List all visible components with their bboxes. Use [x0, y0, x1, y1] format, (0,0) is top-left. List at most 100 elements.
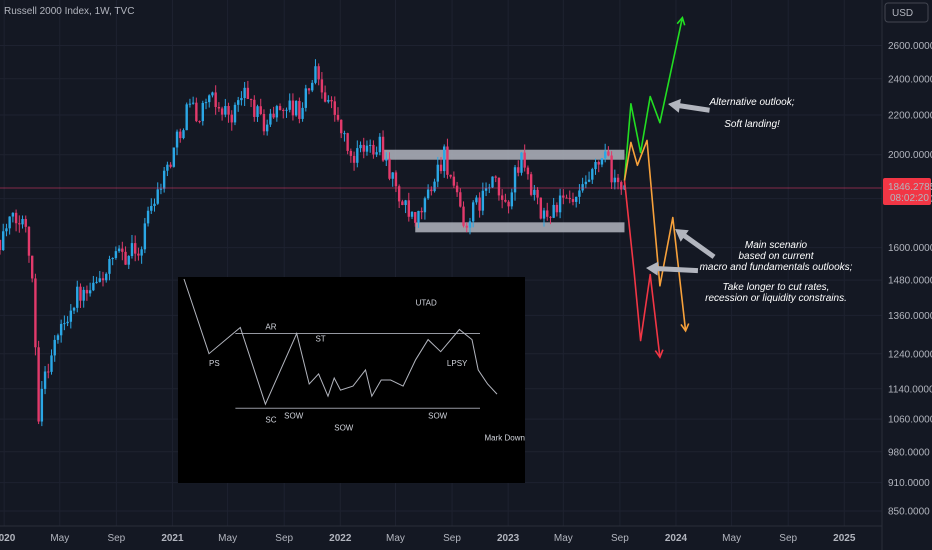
candle-body	[27, 226, 31, 256]
candle-body	[237, 100, 240, 105]
x-tick-label: May	[50, 533, 69, 544]
inset-price-path	[183, 278, 498, 406]
candle-body	[542, 210, 546, 219]
candle-body	[182, 130, 185, 139]
candle-body	[491, 176, 494, 188]
candle-body	[591, 169, 594, 180]
annotation-main-scenario: Main scenario	[745, 240, 808, 251]
candle-body	[85, 289, 89, 294]
last-price-badge	[883, 178, 931, 206]
wyckoff-label-st: ST	[315, 335, 325, 344]
candle-body	[330, 99, 333, 102]
annotation-cut-rates: Take longer to cut rates,	[723, 282, 830, 293]
candle-body	[66, 321, 69, 324]
upper-range-band	[383, 149, 625, 160]
candle-body	[133, 243, 137, 254]
y-tick-label: 2400.0000	[888, 74, 932, 85]
candle-body	[166, 164, 169, 171]
candle-body	[587, 179, 591, 182]
lower-range-band	[415, 222, 625, 233]
candle-body	[82, 289, 85, 301]
annotation-based-on-current: based on current	[738, 251, 814, 262]
candle-body	[385, 158, 388, 161]
candle-body	[208, 95, 211, 103]
candle-body	[311, 82, 314, 91]
candle-body	[578, 190, 581, 197]
x-axis-panel	[0, 526, 882, 550]
candle-body	[407, 200, 411, 217]
candle-body	[282, 109, 285, 111]
candle-body	[256, 106, 259, 117]
y-tick-label: 2600.0000	[888, 41, 932, 52]
x-tick-label: 2021	[161, 533, 184, 544]
annotations: Alternative outlook; Soft landing! Main sc…	[646, 97, 853, 304]
candle-body	[5, 228, 8, 232]
candle-body	[378, 136, 382, 153]
candle-body	[72, 307, 76, 311]
y-tick-label: 1600.0000	[888, 243, 932, 254]
candle-body	[8, 216, 11, 229]
candle-body	[121, 248, 124, 252]
currency-box	[884, 2, 929, 23]
candle-body	[265, 124, 269, 132]
x-tick-label: May	[218, 533, 237, 544]
candle-body	[391, 172, 394, 179]
candle-body	[433, 181, 436, 192]
candle-body	[404, 200, 407, 206]
candle-body	[307, 88, 311, 91]
y-tick-label: 1360.0000	[888, 311, 932, 322]
y-tick-label: 850.0000	[888, 507, 930, 518]
candle-body	[462, 206, 465, 226]
candle-body	[423, 198, 427, 213]
candle-body	[333, 101, 336, 115]
candle-body	[272, 113, 275, 118]
candle-body	[140, 249, 143, 256]
candle-body	[520, 152, 523, 173]
shaded-range-box	[383, 149, 625, 233]
candle-body	[504, 199, 507, 202]
candle-body	[375, 152, 378, 155]
candle-body	[111, 258, 114, 260]
candle-body	[368, 144, 372, 146]
annotation-soft-landing: Soft landing!	[724, 119, 780, 130]
candle-body	[410, 211, 414, 217]
candle-body	[475, 197, 478, 203]
candle-body	[478, 197, 481, 211]
candle-body	[217, 106, 221, 109]
candle-body	[507, 201, 510, 207]
candle-body	[568, 197, 571, 200]
candle-body	[372, 144, 375, 155]
candle-body	[613, 177, 617, 183]
chart-title: Russell 2000 Index, 1W, TVC	[4, 6, 134, 17]
candle-body	[278, 106, 282, 110]
x-tick-label: Sep	[443, 533, 461, 544]
wyckoff-label-sow2: SOW	[334, 424, 354, 433]
candle-body	[150, 206, 153, 211]
candle-body	[69, 310, 73, 322]
candle-body	[14, 212, 18, 224]
candle-body	[323, 92, 327, 102]
candle-body	[346, 133, 349, 151]
candle-body	[459, 192, 462, 207]
candle-body	[388, 158, 391, 179]
candle-body	[40, 388, 44, 422]
candle-body	[224, 106, 227, 115]
candle-body	[320, 79, 324, 93]
candle-body	[594, 161, 597, 170]
candle-body	[549, 216, 552, 218]
candle-body	[452, 176, 456, 186]
candle-body	[362, 144, 365, 152]
candle-body	[137, 253, 140, 256]
candle-body	[253, 99, 256, 117]
candle-body	[11, 212, 15, 217]
candle-body	[607, 151, 610, 156]
candle-body	[574, 196, 578, 202]
candle-body	[471, 202, 475, 222]
candle-body	[603, 151, 607, 159]
candle-body	[243, 87, 246, 99]
y-tick-label: 1140.0000	[888, 384, 932, 395]
candle-body	[43, 371, 47, 389]
wyckoff-label-sow1: SOW	[284, 411, 304, 420]
wyckoff-label-ar: AR	[265, 323, 276, 332]
